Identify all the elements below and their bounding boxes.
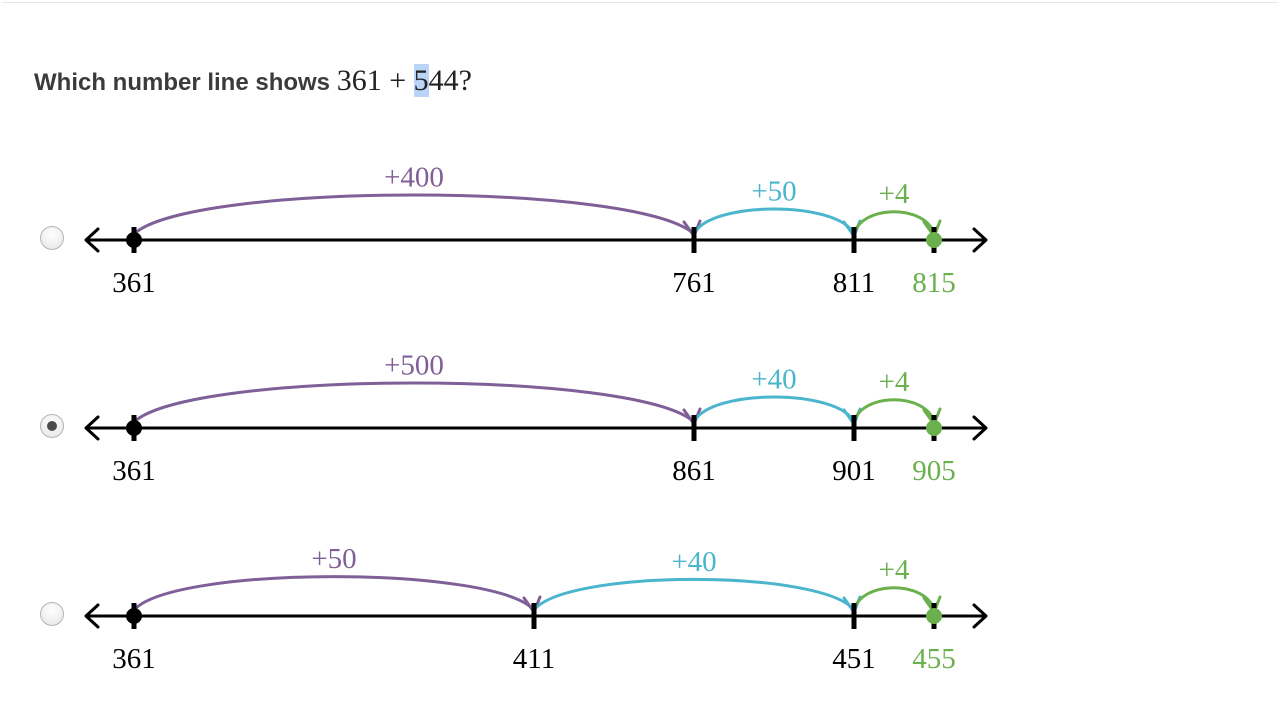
tick-label: 861 bbox=[672, 455, 716, 487]
tick-label: 815 bbox=[912, 267, 956, 299]
jump-arc bbox=[852, 398, 936, 423]
jump-label: +50 bbox=[751, 175, 796, 207]
question-expression: 361 + 544? bbox=[337, 64, 472, 97]
radio-button[interactable] bbox=[40, 414, 64, 438]
point-dot bbox=[126, 232, 142, 248]
jump-label: +40 bbox=[751, 363, 796, 395]
jump-label: +4 bbox=[879, 554, 910, 586]
tick-label: 361 bbox=[112, 267, 156, 299]
jump-label: +500 bbox=[384, 349, 444, 381]
question-prompt: Which number line shows 361 + 544? bbox=[34, 62, 472, 102]
jump-arc bbox=[132, 575, 536, 612]
axis-right-arrow bbox=[972, 603, 988, 629]
number-line-3: +50 +40 +4 361 411 451 455 bbox=[84, 543, 988, 675]
question-prefix: Which number line shows bbox=[34, 69, 337, 96]
number-line-2: +500 +40 +4 361 861 901 905 bbox=[84, 349, 988, 487]
jump-arc bbox=[852, 586, 936, 611]
tick-label: 901 bbox=[832, 455, 876, 487]
axis-left-arrow bbox=[84, 415, 100, 441]
jump-arc bbox=[852, 210, 936, 235]
axis-right-arrow bbox=[972, 227, 988, 253]
expression-part-b: 44? bbox=[428, 64, 472, 97]
axis-right-arrow bbox=[972, 415, 988, 441]
tick-label: 361 bbox=[112, 643, 156, 675]
tick-label: 361 bbox=[112, 455, 156, 487]
axis-left-arrow bbox=[84, 603, 100, 629]
answer-option-1[interactable]: +400 +50 +4 361 761 811 815 bbox=[0, 130, 1280, 310]
radio-selected-dot bbox=[47, 421, 57, 431]
axis-left-arrow bbox=[84, 227, 100, 253]
jump-label: +40 bbox=[671, 546, 716, 578]
jump-arc bbox=[692, 395, 856, 423]
jump-arc bbox=[132, 193, 696, 236]
answer-option-2[interactable]: +500 +40 +4 361 861 901 905 bbox=[0, 318, 1280, 498]
tick-label: 451 bbox=[832, 643, 876, 675]
radio-button[interactable] bbox=[40, 602, 64, 626]
jump-label: +50 bbox=[311, 543, 356, 575]
tick-label: 455 bbox=[912, 643, 956, 675]
jump-label: +4 bbox=[879, 178, 910, 210]
jump-arc bbox=[532, 577, 856, 612]
jump-label: +4 bbox=[879, 366, 910, 398]
tick-label: 761 bbox=[672, 267, 716, 299]
point-dot bbox=[126, 420, 142, 436]
tick-label: 905 bbox=[912, 455, 956, 487]
point-dot bbox=[926, 608, 942, 624]
tick-label: 411 bbox=[513, 643, 555, 675]
point-dot bbox=[126, 608, 142, 624]
expression-highlighted-digit: 5 bbox=[413, 64, 429, 97]
jump-arc bbox=[692, 207, 856, 235]
radio-button[interactable] bbox=[40, 226, 64, 250]
answer-option-3[interactable]: +50 +40 +4 361 411 451 455 bbox=[0, 506, 1280, 686]
jump-arc bbox=[132, 381, 696, 424]
jump-label: +400 bbox=[384, 161, 444, 193]
expression-part-a: 361 + bbox=[336, 64, 414, 97]
tick-label: 811 bbox=[833, 267, 875, 299]
point-dot bbox=[926, 232, 942, 248]
number-line-1: +400 +50 +4 361 761 811 815 bbox=[84, 161, 988, 299]
point-dot bbox=[926, 420, 942, 436]
